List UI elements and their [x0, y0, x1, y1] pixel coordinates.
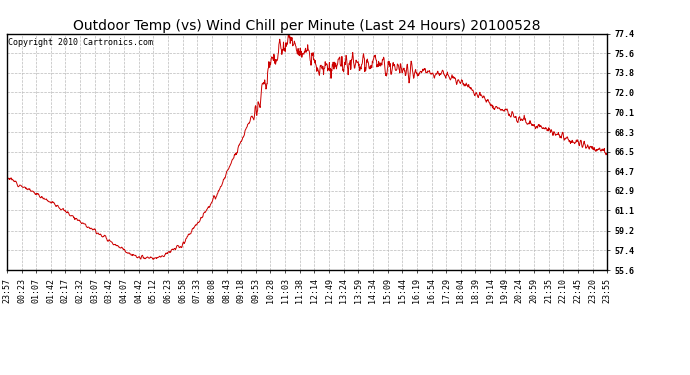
- Title: Outdoor Temp (vs) Wind Chill per Minute (Last 24 Hours) 20100528: Outdoor Temp (vs) Wind Chill per Minute …: [73, 19, 541, 33]
- Text: Copyright 2010 Cartronics.com: Copyright 2010 Cartronics.com: [8, 39, 153, 48]
